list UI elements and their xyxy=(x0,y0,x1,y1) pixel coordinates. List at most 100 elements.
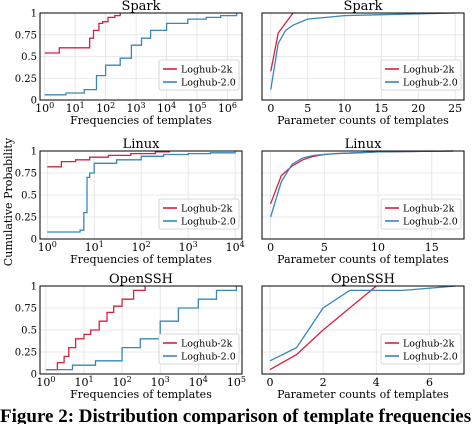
legend: Loghub-2k Loghub-2.0 xyxy=(380,198,462,230)
chart-panel-1: Spark 0 0.25 0.5 0.75 1 100 101 102 103 104 105 106 F… xyxy=(15,0,243,127)
legend-label-loghub-2k: Loghub-2k xyxy=(403,65,455,76)
x-axis-label: Frequencies of templates xyxy=(70,253,212,266)
legend-label-loghub-2-0: Loghub-2.0 xyxy=(403,352,458,363)
series-line-loghub-2-0 xyxy=(269,150,454,218)
x-tick-label: 15 xyxy=(425,241,439,254)
series-line-loghub-2-0 xyxy=(47,151,236,233)
x-tick-label: 5 xyxy=(304,102,311,115)
legend-label-loghub-2-0: Loghub-2.0 xyxy=(181,78,236,89)
y-tick-label: 0.25 xyxy=(15,74,37,85)
legend: Loghub-2k Loghub-2.0 xyxy=(380,333,462,365)
x-tick-label: 101 xyxy=(66,101,85,115)
y-tick-label: 0.75 xyxy=(15,30,37,41)
y-tick-label: 0.75 xyxy=(15,304,37,315)
series-line-loghub-2k xyxy=(44,13,121,54)
x-tick-label: 2 xyxy=(320,376,327,389)
y-tick-label: 0.25 xyxy=(15,213,37,224)
legend-label-loghub-2k: Loghub-2k xyxy=(181,65,233,76)
plot-frame xyxy=(39,12,243,101)
x-axis-label: Frequencies of templates xyxy=(70,388,212,401)
series-line-loghub-2-0 xyxy=(44,13,238,96)
chart-title: Spark xyxy=(343,0,382,14)
legend: Loghub-2k Loghub-2.0 xyxy=(158,333,240,365)
y-axis-label: Cumulative Probability xyxy=(2,137,15,266)
y-tick-label: 0.25 xyxy=(15,348,37,359)
x-tick-label: 101 xyxy=(85,240,104,254)
x-tick-label: 4 xyxy=(373,376,380,389)
legend-box xyxy=(158,333,240,365)
x-tick-label: 0 xyxy=(267,102,274,115)
x-tick-label: 25 xyxy=(448,102,462,115)
y-tick-label: 0.5 xyxy=(21,326,37,337)
x-tick-label: 101 xyxy=(74,375,93,389)
plot-frame xyxy=(261,285,465,375)
chart-panel-3: Linux 0 0.25 0.5 0.75 1 100 101 102 103 104 Frequen… xyxy=(15,137,245,266)
legend-label-loghub-2-0: Loghub-2.0 xyxy=(403,78,458,89)
x-axis-label: Parameter counts of templates xyxy=(277,114,449,127)
x-tick-label: 0 xyxy=(267,241,274,254)
plot-frame xyxy=(261,12,465,101)
plot-frame xyxy=(261,150,465,240)
legend: Loghub-2k Loghub-2.0 xyxy=(380,59,462,91)
y-tick-label: 0 xyxy=(31,235,37,246)
x-tick-label: 10 xyxy=(338,102,352,115)
series-line-loghub-2k xyxy=(269,285,377,371)
x-axis-label: Parameter counts of templates xyxy=(277,388,449,401)
series-line-loghub-2k xyxy=(270,12,294,72)
legend-box xyxy=(380,333,462,365)
x-axis-label: Frequencies of templates xyxy=(70,114,212,127)
series-line-loghub-2-0 xyxy=(269,285,457,362)
x-tick-label: 102 xyxy=(96,101,115,115)
x-tick-label: 100 xyxy=(35,101,54,115)
chart-title: OpenSSH xyxy=(109,272,173,287)
legend-label-loghub-2k: Loghub-2k xyxy=(181,204,233,215)
x-tick-label: 103 xyxy=(127,101,146,115)
series-line-loghub-2k xyxy=(45,286,146,371)
y-tick-label: 1 xyxy=(31,147,37,158)
x-tick-label: 104 xyxy=(226,240,245,254)
x-tick-label: 102 xyxy=(113,375,132,389)
plot-frame xyxy=(39,285,243,375)
y-tick-label: 0 xyxy=(31,96,37,107)
series-line-loghub-2-0 xyxy=(270,12,456,90)
y-tick-label: 0.75 xyxy=(15,169,37,180)
legend-label-loghub-2-0: Loghub-2.0 xyxy=(181,217,236,228)
legend-box xyxy=(380,198,462,230)
x-tick-label: 104 xyxy=(189,375,208,389)
y-tick-label: 0 xyxy=(31,370,37,381)
x-tick-label: 104 xyxy=(157,101,176,115)
y-tick-label: 0.5 xyxy=(21,52,37,63)
figure-caption: Figure 2: Distribution comparison of tem… xyxy=(0,406,472,424)
chart-title: OpenSSH xyxy=(331,272,395,287)
legend: Loghub-2k Loghub-2.0 xyxy=(158,59,240,91)
x-tick-label: 5 xyxy=(321,241,328,254)
plot-frame xyxy=(39,150,243,240)
legend-label-loghub-2-0: Loghub-2.0 xyxy=(181,352,236,363)
legend-box xyxy=(380,59,462,91)
chart-title: Linux xyxy=(345,137,383,152)
chart-panel-5: OpenSSH 0 0.25 0.5 0.75 1 100 101 102 103 104 105 Fr… xyxy=(15,272,246,401)
series-line-loghub-2k xyxy=(47,151,171,168)
x-tick-label: 6 xyxy=(426,376,433,389)
chart-title: Linux xyxy=(123,137,161,152)
legend-label-loghub-2k: Loghub-2k xyxy=(403,204,455,215)
series-line-loghub-2k xyxy=(269,150,454,205)
x-tick-label: 15 xyxy=(374,102,388,115)
x-tick-label: 100 xyxy=(38,240,57,254)
y-tick-label: 0.5 xyxy=(21,191,37,202)
x-tick-label: 100 xyxy=(36,375,55,389)
x-axis-label: Parameter counts of templates xyxy=(277,253,449,266)
x-tick-label: 106 xyxy=(218,101,237,115)
legend: Loghub-2k Loghub-2.0 xyxy=(158,198,240,230)
legend-label-loghub-2k: Loghub-2k xyxy=(181,339,233,350)
x-tick-label: 103 xyxy=(151,375,170,389)
legend-box xyxy=(158,198,240,230)
legend-label-loghub-2-0: Loghub-2.0 xyxy=(403,217,458,228)
y-tick-label: 1 xyxy=(31,282,37,293)
chart-title: Spark xyxy=(121,0,160,14)
x-tick-label: 0 xyxy=(266,376,273,389)
